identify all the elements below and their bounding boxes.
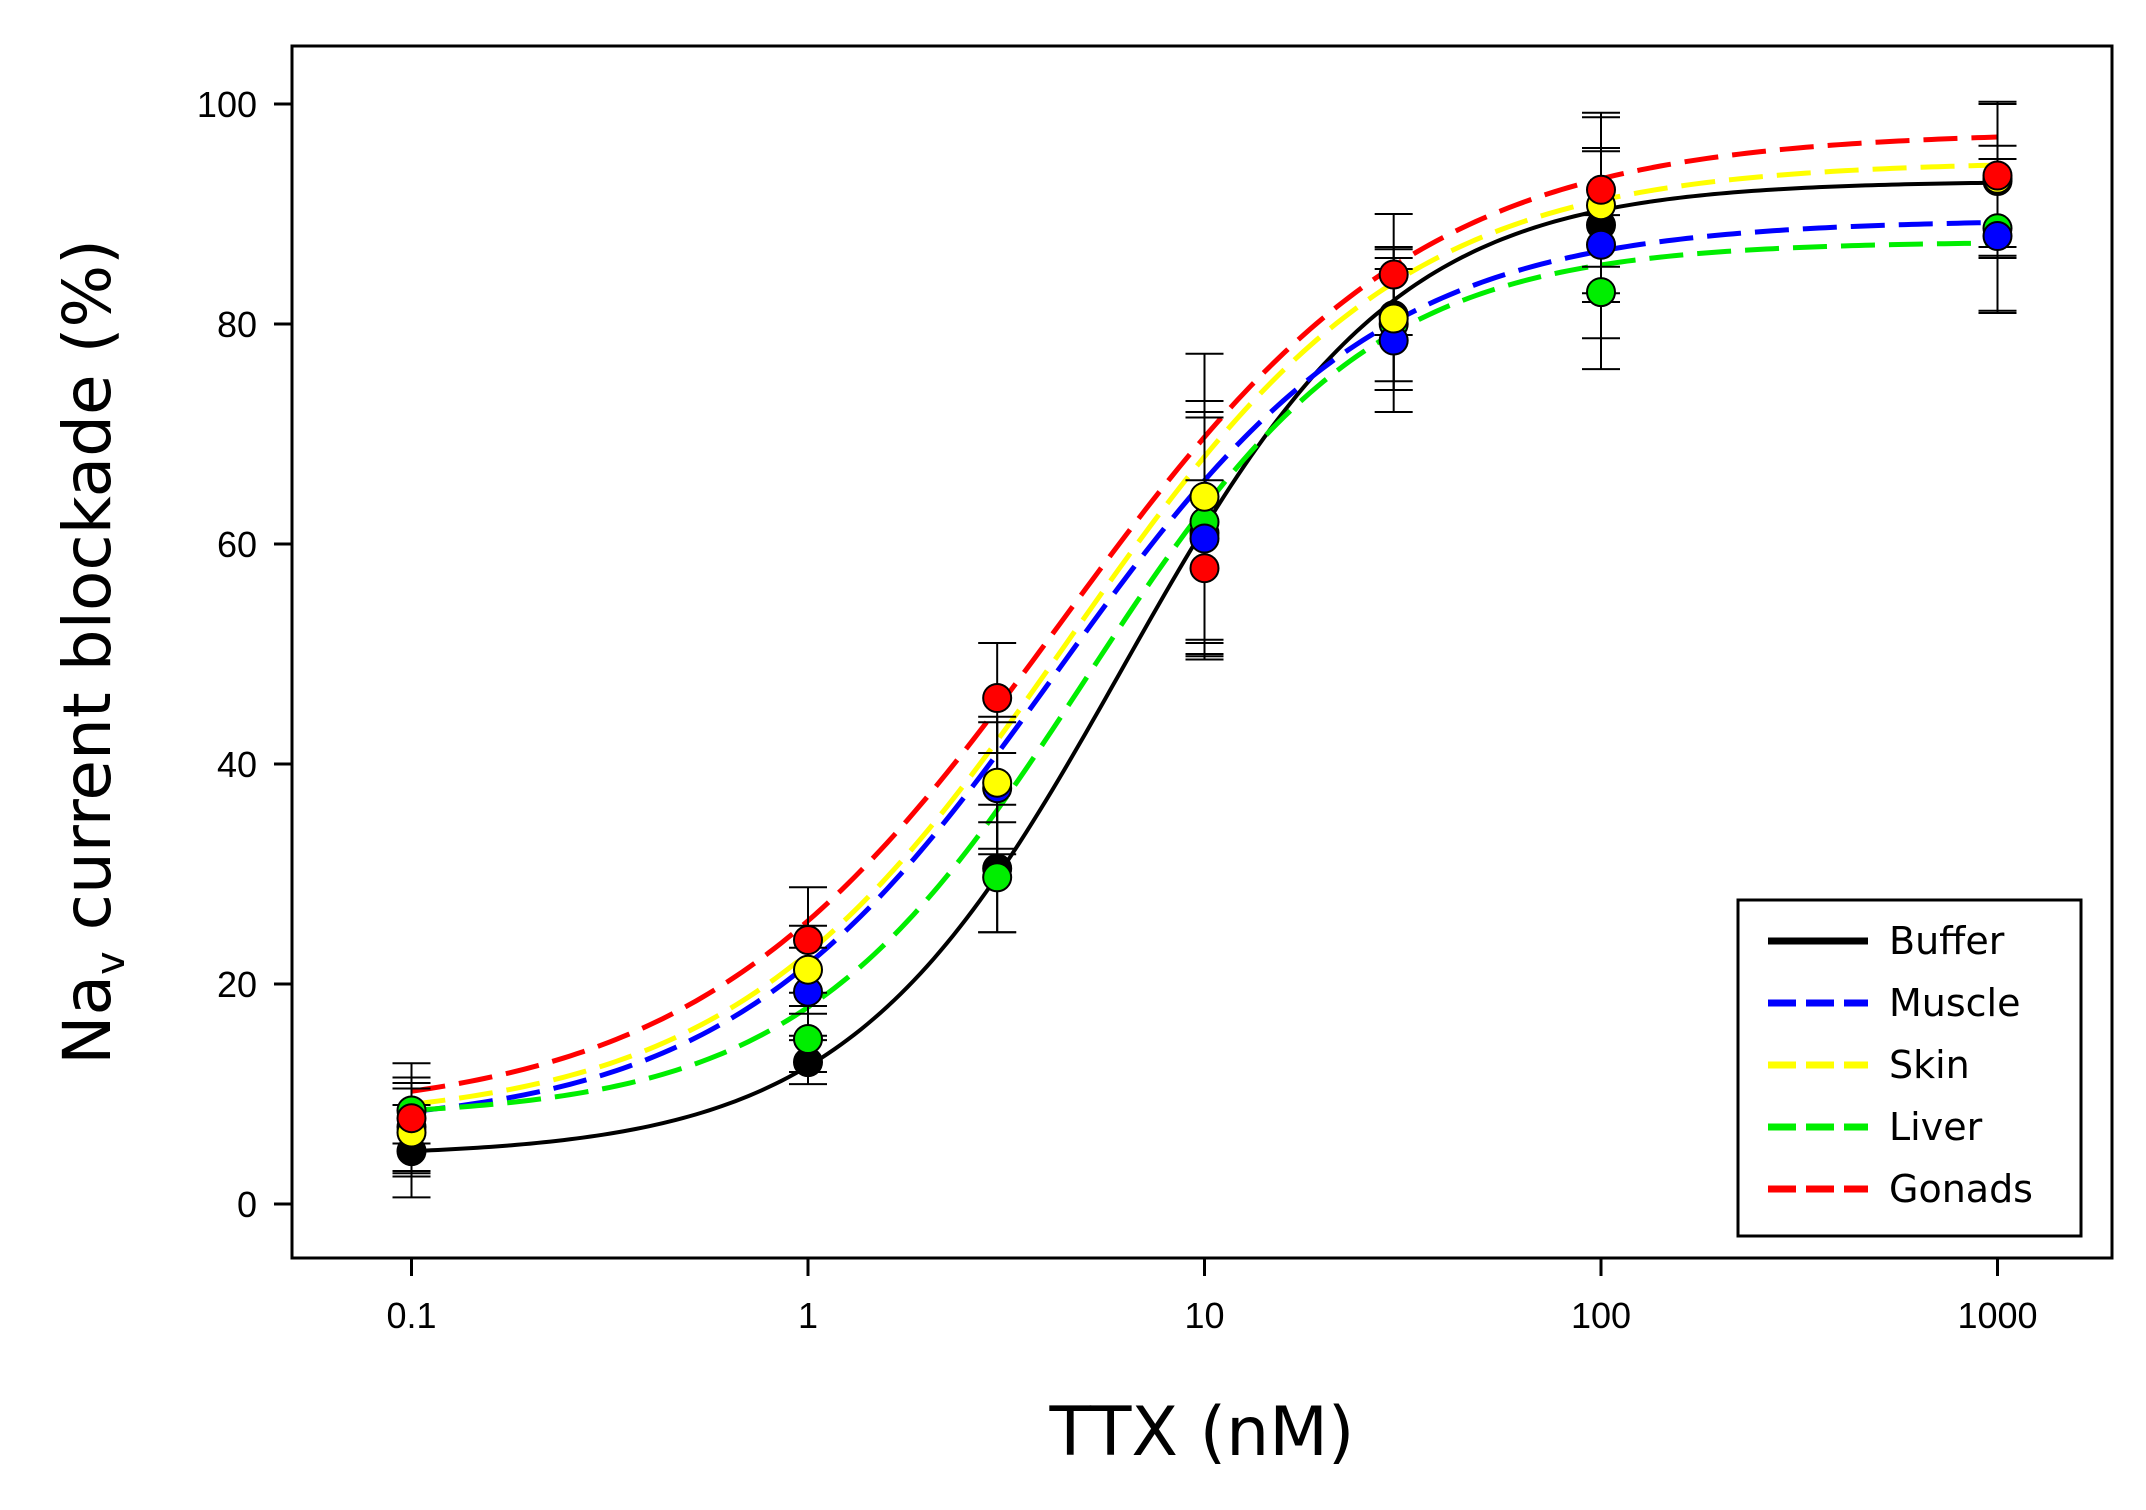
y-axis-title: Nav current blockade (%): [49, 239, 134, 1065]
data-point-skin: [1378, 303, 1409, 334]
data-point-gonads: [1982, 160, 2013, 191]
data-point-gonads: [1378, 259, 1409, 290]
x-tick-label: 100: [1571, 1295, 1631, 1336]
legend-label-buffer: Buffer: [1889, 919, 2005, 963]
y-tick-label: 80: [217, 304, 257, 345]
data-point-liver: [1586, 277, 1616, 308]
data-point-skin: [982, 767, 1013, 798]
y-tick-label: 0: [237, 1184, 257, 1225]
data-point-liver: [793, 1024, 823, 1054]
legend-label-muscle: Muscle: [1889, 981, 2021, 1025]
legend-label-skin: Skin: [1889, 1043, 1970, 1087]
legend-label-gonads: Gonads: [1889, 1167, 2033, 1211]
x-axis-title: TTX (nM): [1049, 1393, 1355, 1472]
plot-area: [392, 100, 2017, 1199]
y-tick-label: 20: [217, 964, 257, 1005]
data-point-skin: [1189, 481, 1220, 512]
legend-label-liver: Liver: [1889, 1105, 1983, 1149]
data-point-liver: [982, 862, 1013, 893]
x-tick-label: 0.1: [386, 1295, 436, 1336]
legend: Buffer Muscle Skin Liver Gonads: [1736, 898, 2083, 1238]
x-tick-label: 1000: [1957, 1295, 2037, 1336]
axes: 0.1 1 10 100 1000 0 20 40 60 80 100: [197, 84, 2038, 1336]
data-point-gonads: [982, 683, 1013, 713]
data-point-muscle: [1586, 229, 1616, 260]
y-axis-title-main: Na: [49, 975, 126, 1065]
data-point-gonads: [793, 925, 823, 955]
data-point-gonads: [396, 1103, 427, 1134]
x-tick-label: 10: [1184, 1295, 1224, 1336]
data-point-muscle: [1982, 221, 2013, 251]
y-tick-label: 60: [217, 524, 257, 565]
plot-frame: [290, 44, 2114, 1260]
data-point-skin: [793, 954, 823, 985]
data-point-muscle: [1189, 523, 1220, 554]
y-tick-label: 40: [217, 744, 257, 785]
y-tick-label: 100: [197, 84, 257, 125]
data-point-gonads: [1189, 553, 1220, 584]
data-point-gonads: [1586, 174, 1616, 205]
y-axis-title-subscript: v: [88, 951, 134, 975]
y-axis-title-rest: current blockade (%): [49, 239, 126, 951]
x-tick-label: 1: [798, 1295, 818, 1336]
